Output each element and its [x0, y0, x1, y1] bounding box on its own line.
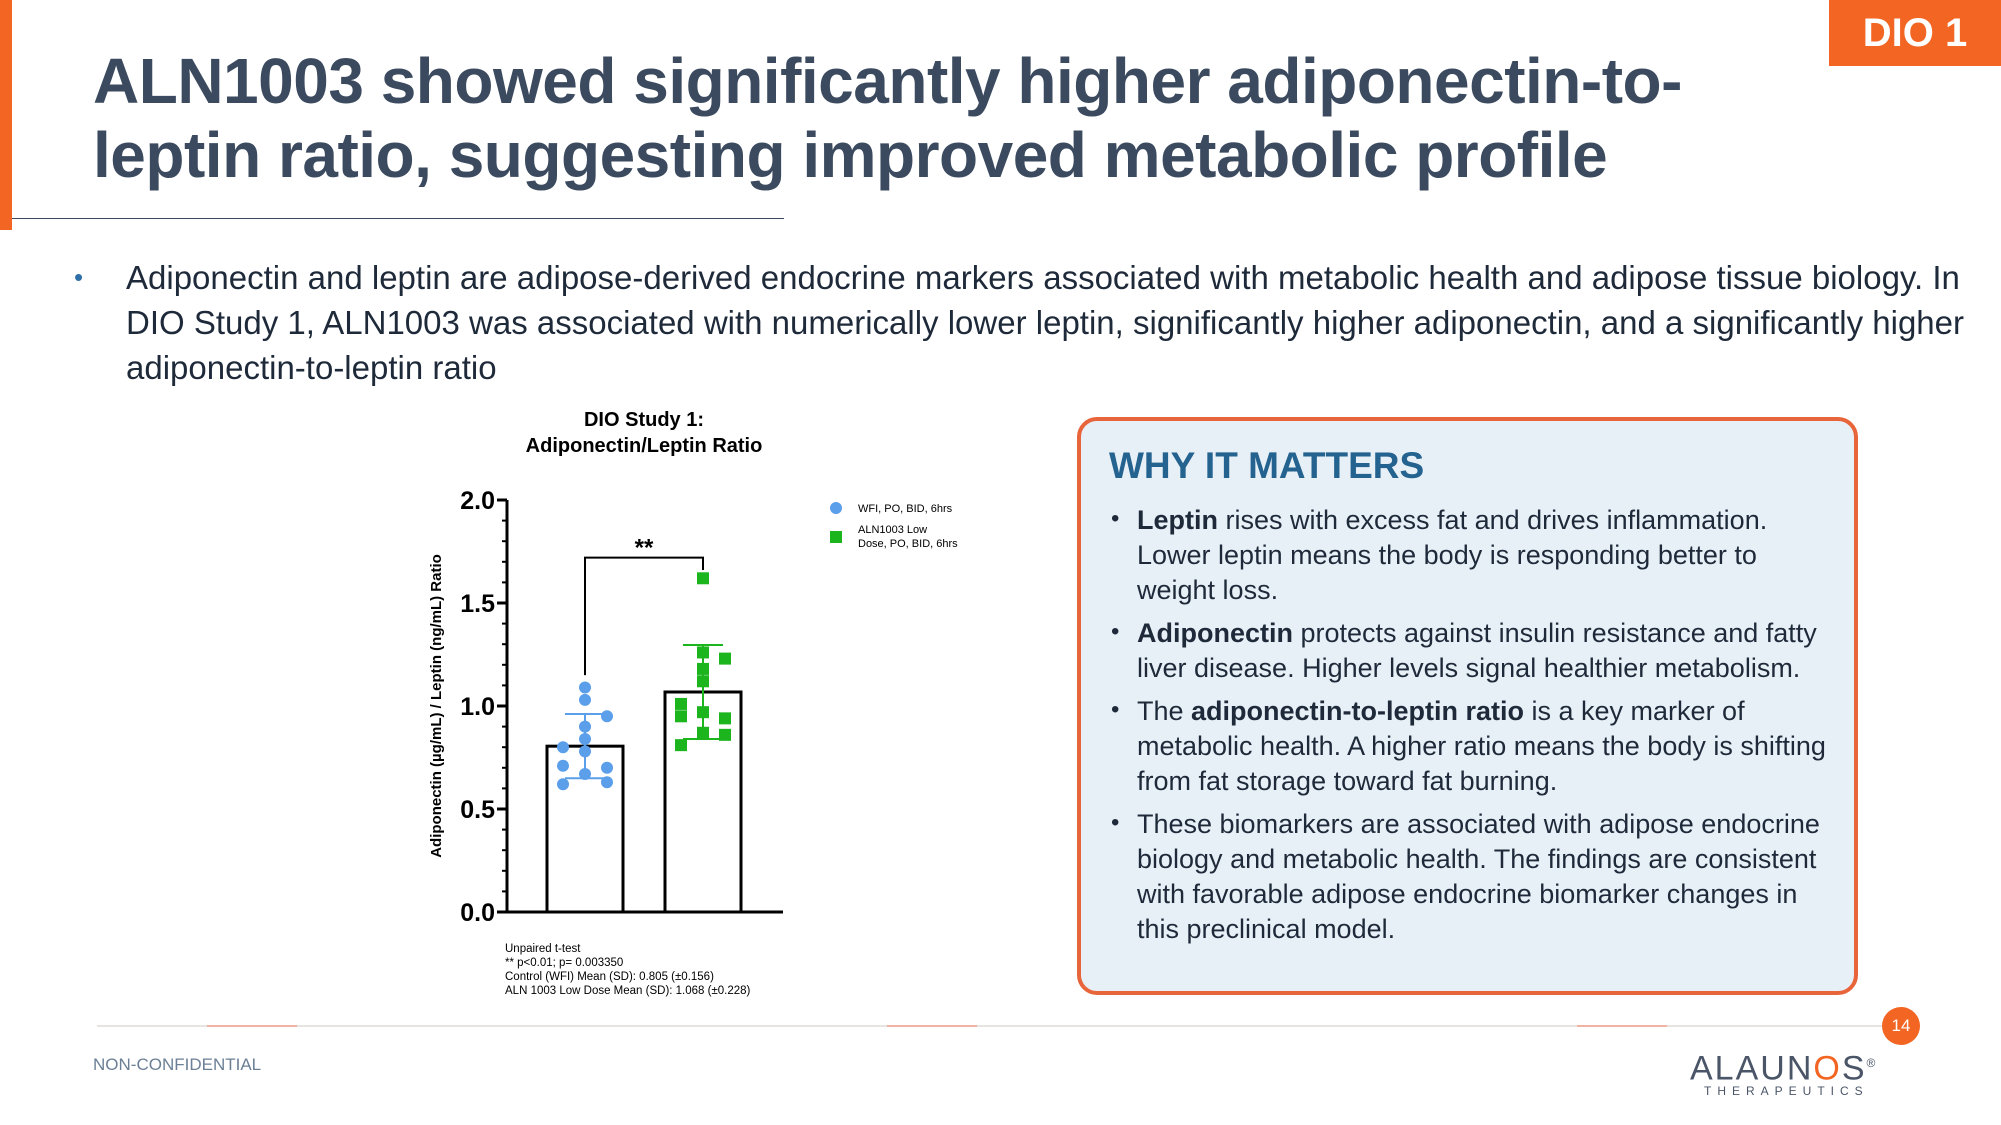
- why-item-bold: Leptin: [1137, 505, 1218, 535]
- summary-bullet: • Adiponectin and leptin are adipose-der…: [74, 255, 1964, 390]
- accent-bar: [0, 0, 12, 230]
- chart-title-line-1: DIO Study 1:: [584, 409, 704, 431]
- data-point: [579, 732, 591, 745]
- data-point: [557, 759, 569, 772]
- why-it-matters-panel: WHY IT MATTERS • Leptin rises with excess…: [1077, 417, 1858, 995]
- y-tick-label: 1.5: [460, 590, 495, 618]
- data-point: [557, 741, 569, 754]
- title-line-1: ALN1003 showed significantly higher adip…: [93, 45, 1682, 117]
- data-point: [697, 646, 709, 659]
- bullet-icon: •: [1111, 696, 1120, 723]
- why-item-adiponectin: • Adiponectin protects against insulin re…: [1109, 616, 1829, 686]
- company-logo: ALAUNOS® THERAPEUTICS: [1690, 1045, 1878, 1097]
- significance-bracket: [584, 556, 704, 676]
- confidentiality-label: NON-CONFIDENTIAL: [93, 1055, 262, 1074]
- data-point: [697, 706, 709, 719]
- summary-text: Adiponectin and leptin are adipose-deriv…: [126, 259, 1964, 386]
- data-point: [719, 728, 731, 741]
- why-item-bold: Adiponectin: [1137, 618, 1293, 648]
- bullet-icon: •: [74, 262, 84, 292]
- data-point: [579, 767, 591, 780]
- data-point: [601, 710, 613, 723]
- why-title: WHY IT MATTERS: [1109, 445, 1425, 486]
- footer-divider-accent: [1577, 1025, 1667, 1027]
- data-point: [557, 778, 569, 791]
- y-tick-label: 0.5: [460, 796, 495, 824]
- y-tick-label: 1.0: [460, 693, 495, 721]
- page-number: 14: [1882, 1007, 1920, 1045]
- significance-label: **: [635, 535, 654, 562]
- chart-note: ** p<0.01; p= 0.003350: [505, 957, 623, 969]
- logo-subtitle: THERAPEUTICS: [1704, 1084, 1869, 1099]
- data-point: [719, 652, 731, 665]
- data-point: [579, 745, 591, 758]
- title-line-2: leptin ratio, suggesting improved metabo…: [93, 119, 1608, 191]
- legend-label-aln1003-line-2: Dose, PO, BID, 6hrs: [858, 538, 958, 550]
- data-point: [601, 761, 613, 774]
- legend-label-control: WFI, PO, BID, 6hrs: [858, 503, 953, 515]
- why-item-biomarkers: • These biomarkers are associated with ad…: [1109, 807, 1829, 947]
- data-point: [697, 726, 709, 739]
- logo-wordmark: ALAUNOS®: [1690, 1049, 1878, 1088]
- ratio-chart: DIO Study 1: Adiponectin/Leptin Ratio 0.0 0…: [390, 400, 1030, 1010]
- data-point: [675, 697, 687, 710]
- y-tick-label: 0.0: [460, 899, 495, 927]
- why-item-leptin: • Leptin rises with excess fat and drives…: [1109, 503, 1829, 608]
- page-title: ALN1003 showed significantly higher adip…: [93, 44, 1793, 192]
- why-item-bold: adiponectin-to-leptin ratio: [1191, 696, 1525, 726]
- chart-note: ALN 1003 Low Dose Mean (SD): 1.068 (±0.2…: [505, 985, 751, 997]
- bullet-icon: •: [1111, 618, 1120, 645]
- title-divider: [12, 218, 784, 219]
- data-point: [601, 776, 613, 789]
- footer-divider: [97, 1025, 1887, 1027]
- data-point: [675, 710, 687, 723]
- chart-canvas: DIO Study 1: Adiponectin/Leptin Ratio 0.0 0…: [428, 409, 958, 997]
- bullet-icon: •: [1111, 809, 1120, 836]
- why-list: • Leptin rises with excess fat and drives…: [1109, 503, 1829, 955]
- y-tick-label: 2.0: [460, 487, 495, 515]
- legend-label-aln1003-line-1: ALN1003 Low: [858, 524, 927, 536]
- data-point: [697, 675, 709, 688]
- data-point: [697, 662, 709, 675]
- data-point: [697, 572, 709, 585]
- data-point: [719, 712, 731, 725]
- footer-divider-accent: [207, 1025, 297, 1027]
- data-point: [675, 739, 687, 752]
- chart-note: Control (WFI) Mean (SD): 0.805 (±0.156): [505, 971, 714, 983]
- bullet-icon: •: [1111, 505, 1120, 532]
- footer-divider-accent: [887, 1025, 977, 1027]
- legend-marker-aln1003: [830, 531, 842, 543]
- data-point: [579, 681, 591, 694]
- study-badge: DIO 1: [1829, 0, 2001, 66]
- y-axis-label: Adiponectin (µg/mL) / Leptin (ng/mL) Rat…: [428, 554, 445, 858]
- data-point: [579, 720, 591, 733]
- data-point: [579, 693, 591, 706]
- chart-title-line-2: Adiponectin/Leptin Ratio: [526, 435, 763, 457]
- legend-marker-control: [830, 502, 842, 514]
- chart-note: Unpaired t-test: [505, 943, 581, 955]
- why-item-ratio: • The adiponectin-to-leptin ratio is a ke…: [1109, 694, 1829, 799]
